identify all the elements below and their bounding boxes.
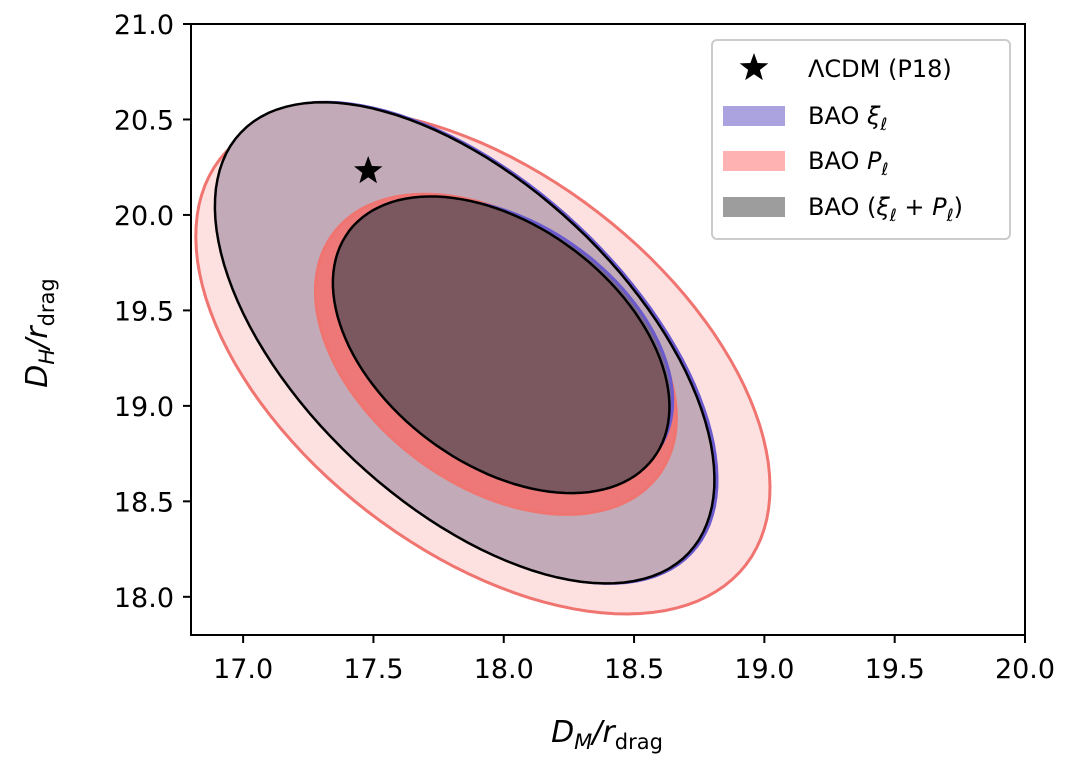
x-tick-label: 18.0	[474, 654, 534, 685]
x-tick-label: 17.5	[343, 654, 403, 685]
legend-label-xi: BAO ξℓ	[808, 102, 887, 135]
x-tick-label: 19.5	[865, 654, 925, 685]
legend: ΛCDM (P18) BAO ξℓ BAO Pℓ BAO (ξℓ + Pℓ)	[711, 39, 1011, 240]
marker-layer	[354, 156, 383, 184]
y-tick-label: 18.5	[114, 487, 174, 518]
y-tick-label: 20.5	[114, 105, 174, 136]
x-tick-label: 17.0	[213, 654, 273, 685]
y-tick-label: 21.0	[114, 10, 174, 41]
marker-lcdm-star-icon	[354, 156, 383, 184]
legend-label-combined: BAO (ξℓ + Pℓ)	[808, 193, 963, 226]
y-tick-label: 19.0	[114, 392, 174, 423]
contour-combined-1sigma	[331, 195, 671, 495]
legend-swatch-p	[723, 151, 785, 171]
legend-label-lcdm: ΛCDM (P18)	[808, 55, 952, 83]
plot-frame	[190, 23, 1026, 636]
legend-label-p: BAO Pℓ	[808, 147, 889, 180]
y-tick-label: 18.0	[114, 583, 174, 614]
legend-item-combined: BAO (ξℓ + Pℓ)	[723, 193, 963, 226]
star-icon	[739, 53, 769, 81]
x-tick-label: 18.5	[604, 654, 664, 685]
legend-item-xi: BAO ξℓ	[723, 102, 887, 135]
x-tick-label: 19.0	[734, 654, 794, 685]
legend-swatch-combined	[723, 197, 785, 217]
x-axis-ticks: 17.0 17.5 18.0 18.5 19.0 19.5 20.0	[213, 635, 1055, 685]
y-axis-ticks: 18.0 18.5 19.0 19.5 20.0 20.5 21.0	[114, 10, 191, 614]
y-axis-label: DH/rdrag	[20, 278, 59, 388]
x-tick-label: 20.0	[995, 654, 1055, 685]
legend-item-p: BAO Pℓ	[723, 147, 889, 180]
y-tick-label: 20.0	[114, 201, 174, 232]
legend-frame	[711, 39, 1011, 240]
y-tick-label: 19.5	[114, 296, 174, 327]
legend-swatch-xi	[723, 106, 785, 126]
x-axis-label: DM/rdrag	[551, 715, 663, 754]
contour-layer	[194, 100, 772, 616]
legend-item-lcdm: ΛCDM (P18)	[739, 53, 952, 83]
